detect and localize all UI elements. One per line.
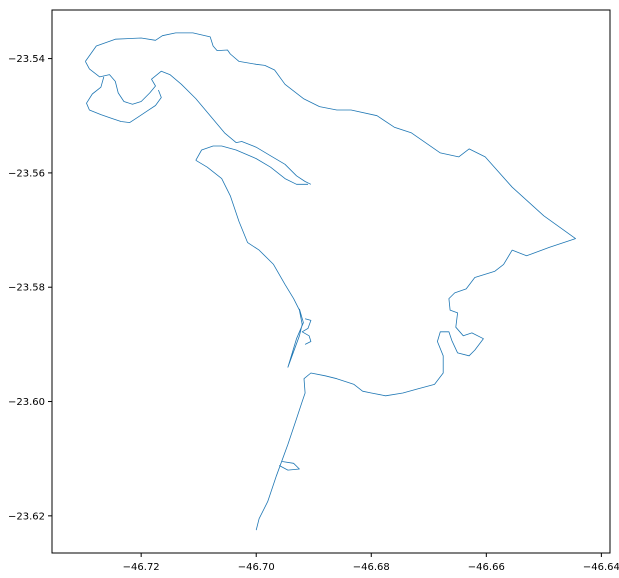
map-geometry-layer (85, 32, 576, 531)
boundary-line-6 (301, 318, 312, 345)
x-axis: −46.72 −46.70 −46.68 −46.66 −46.64 (123, 553, 619, 573)
y-tick-label: −23.58 (8, 283, 45, 294)
y-tick-label: −23.62 (8, 511, 45, 522)
boundary-line-3 (86, 76, 162, 123)
x-tick-label: −46.70 (238, 562, 275, 573)
boundary-line-1 (85, 32, 576, 531)
boundary-line-5 (195, 145, 308, 185)
x-tick-label: −46.64 (583, 562, 619, 573)
x-tick-label: −46.66 (468, 562, 505, 573)
y-tick-label: −23.54 (8, 54, 45, 65)
x-tick-label: −46.68 (353, 562, 390, 573)
boundary-line-7 (279, 461, 300, 471)
boundary-line-4 (195, 159, 304, 368)
y-tick-label: −23.60 (8, 397, 45, 408)
x-tick-label: −46.72 (123, 562, 160, 573)
axes-frame (51, 9, 611, 554)
y-axis: −23.54 −23.56 −23.58 −23.60 −23.62 (8, 54, 52, 522)
y-tick-label: −23.56 (8, 168, 45, 179)
boundary-line-2 (85, 61, 312, 185)
